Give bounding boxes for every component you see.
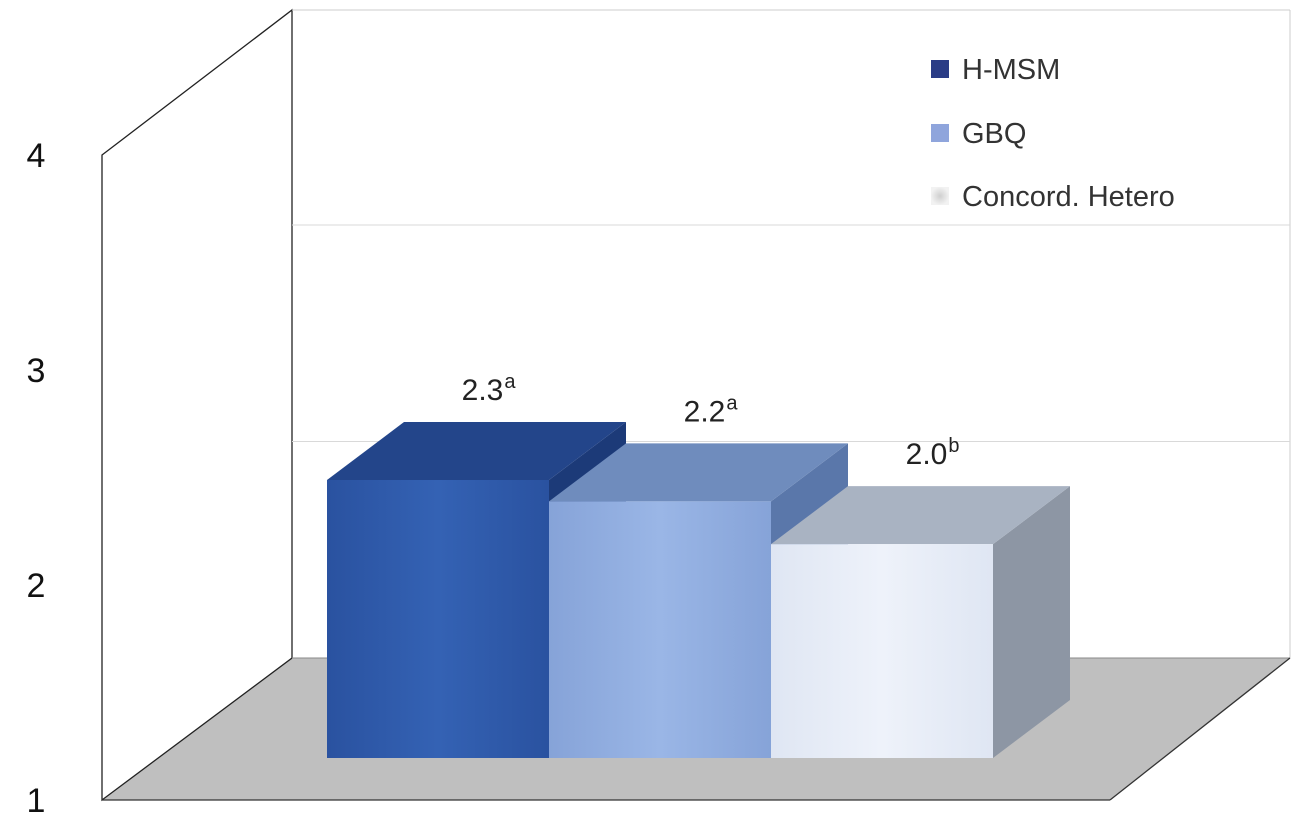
data-label-superscript: b [948,435,959,457]
legend-swatch [931,187,949,205]
bars [327,422,1070,758]
legend-item: GBQ [931,118,1026,150]
legend-item: Concord. Hetero [931,181,1175,213]
y-axis-ticks: 1 2 3 4 [27,137,46,819]
floor-right-edge [1109,657,1291,801]
bar-front-face [771,544,993,758]
bar-top-face [327,422,626,480]
legend-label: GBQ [962,118,1026,150]
y-tick-label: 2 [27,567,46,605]
y-tick-label: 1 [27,782,46,819]
legend: H-MSM GBQ Concord. Hetero [931,54,1175,213]
bar-front-face [549,501,771,758]
legend-swatch [931,60,949,78]
bar-side-face [993,486,1070,758]
bar-front-face [327,480,549,758]
y-tick-label: 3 [27,352,46,390]
data-label: 2.0 [906,438,948,471]
legend-item: H-MSM [931,54,1060,86]
data-labels: 2.3 a2.2 a2.0 b [462,371,960,471]
legend-label: Concord. Hetero [962,181,1175,213]
data-label: 2.2 [684,395,726,428]
legend-swatch [931,124,949,142]
bar-top-face [549,443,848,502]
bar-2 [549,443,848,758]
data-label-superscript: a [504,371,516,393]
data-label-superscript: a [726,392,738,414]
y-tick-label: 4 [27,137,46,175]
data-label: 2.3 [462,374,504,407]
bar-top-face [771,486,1070,545]
legend-label: H-MSM [962,54,1060,86]
bar-3 [771,486,1070,758]
gridlines [292,224,1290,442]
